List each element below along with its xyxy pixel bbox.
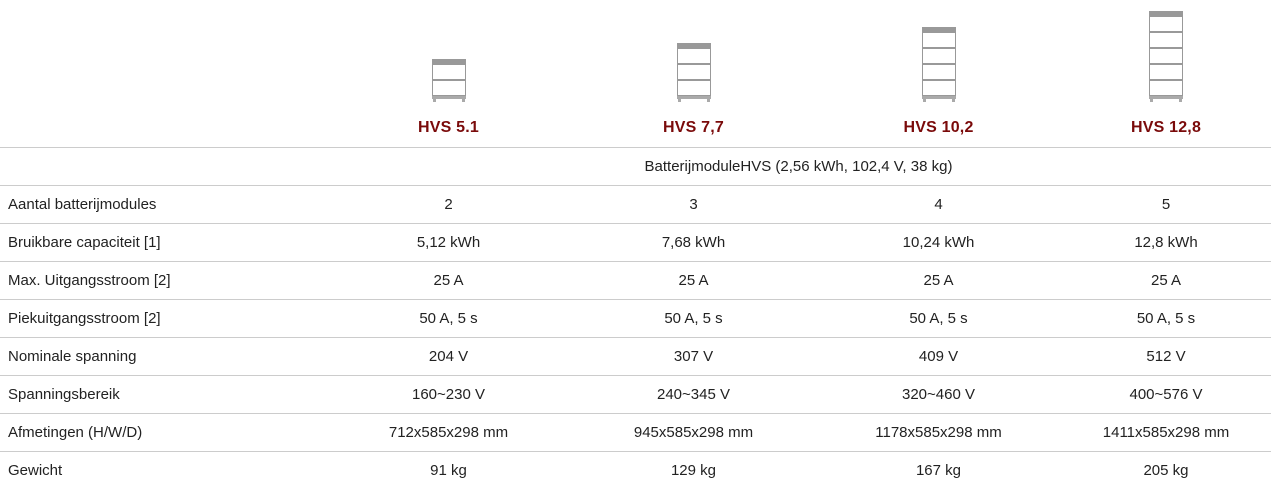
- spec-row: Gewicht 91 kg 129 kg 167 kg 205 kg: [0, 451, 1271, 480]
- spec-row: Nominale spanning 204 V 307 V 409 V 512 V: [0, 337, 1271, 376]
- header-empty: [0, 0, 326, 148]
- header-cell: HVS 7,7: [571, 0, 816, 148]
- battery-icon: [921, 27, 956, 102]
- cell: 50 A, 5 s: [326, 299, 571, 338]
- cell: 7,68 kWh: [571, 223, 816, 262]
- spec-row: Aantal batterijmodules 2 3 4 5: [0, 185, 1271, 224]
- row-label: Bruikbare capaciteit [1]: [0, 223, 326, 262]
- cell: 1411x585x298 mm: [1061, 413, 1271, 452]
- cell: 205 kg: [1061, 451, 1271, 480]
- module-empty: [0, 147, 326, 186]
- cell: 50 A, 5 s: [571, 299, 816, 338]
- battery-icon: [1149, 11, 1183, 102]
- cell: 160~230 V: [326, 375, 571, 414]
- row-label: Gewicht: [0, 451, 326, 480]
- cell: 240~345 V: [571, 375, 816, 414]
- model-name: HVS 5.1: [418, 119, 479, 136]
- row-label: Max. Uitgangsstroom [2]: [0, 261, 326, 300]
- battery-icon: [676, 43, 711, 102]
- cell: 712x585x298 mm: [326, 413, 571, 452]
- row-label: Aantal batterijmodules: [0, 185, 326, 224]
- cell: 129 kg: [571, 451, 816, 480]
- cell: 307 V: [571, 337, 816, 376]
- model-name: HVS 12,8: [1130, 119, 1202, 136]
- module-info: BatterijmoduleHVS (2,56 kWh, 102,4 V, 38…: [326, 147, 1271, 186]
- cell: 5,12 kWh: [326, 223, 571, 262]
- cell: 25 A: [1061, 261, 1271, 300]
- row-label: Afmetingen (H/W/D): [0, 413, 326, 452]
- cell: 25 A: [326, 261, 571, 300]
- header-cell: HVS 10,2: [816, 0, 1061, 148]
- cell: 5: [1061, 185, 1271, 224]
- module-row: BatterijmoduleHVS (2,56 kWh, 102,4 V, 38…: [0, 147, 1271, 186]
- spec-row: Piekuitgangsstroom [2] 50 A, 5 s 50 A, 5 s…: [0, 299, 1271, 338]
- row-label: Piekuitgangsstroom [2]: [0, 299, 326, 338]
- spec-row: Afmetingen (H/W/D) 712x585x298 mm 945x585x…: [0, 413, 1271, 452]
- header-row: HVS 5.1 HVS 7,7 HVS 10,2: [0, 0, 1271, 148]
- cell: 91 kg: [326, 451, 571, 480]
- cell: 204 V: [326, 337, 571, 376]
- cell: 10,24 kWh: [816, 223, 1061, 262]
- cell: 320~460 V: [816, 375, 1061, 414]
- cell: 409 V: [816, 337, 1061, 376]
- cell: 4: [816, 185, 1061, 224]
- cell: 50 A, 5 s: [816, 299, 1061, 338]
- row-label: Spanningsbereik: [0, 375, 326, 414]
- cell: 25 A: [571, 261, 816, 300]
- cell: 1178x585x298 mm: [816, 413, 1061, 452]
- cell: 12,8 kWh: [1061, 223, 1271, 262]
- cell: 2: [326, 185, 571, 224]
- cell: 25 A: [816, 261, 1061, 300]
- cell: 50 A, 5 s: [1061, 299, 1271, 338]
- cell: 945x585x298 mm: [571, 413, 816, 452]
- spec-row: Spanningsbereik 160~230 V 240~345 V 320~460…: [0, 375, 1271, 414]
- battery-icon: [431, 59, 466, 102]
- header-cell: HVS 5.1: [326, 0, 571, 148]
- row-label: Nominale spanning: [0, 337, 326, 376]
- cell: 512 V: [1061, 337, 1271, 376]
- spec-row: Bruikbare capaciteit [1] 5,12 kWh 7,68 kWh…: [0, 223, 1271, 262]
- model-name: HVS 10,2: [903, 119, 974, 136]
- model-name: HVS 7,7: [663, 119, 724, 136]
- spec-row: Max. Uitgangsstroom [2] 25 A 25 A 25 A 25 A: [0, 261, 1271, 300]
- cell: 3: [571, 185, 816, 224]
- cell: 167 kg: [816, 451, 1061, 480]
- cell: 400~576 V: [1061, 375, 1271, 414]
- header-cell: HVS 12,8: [1061, 0, 1271, 148]
